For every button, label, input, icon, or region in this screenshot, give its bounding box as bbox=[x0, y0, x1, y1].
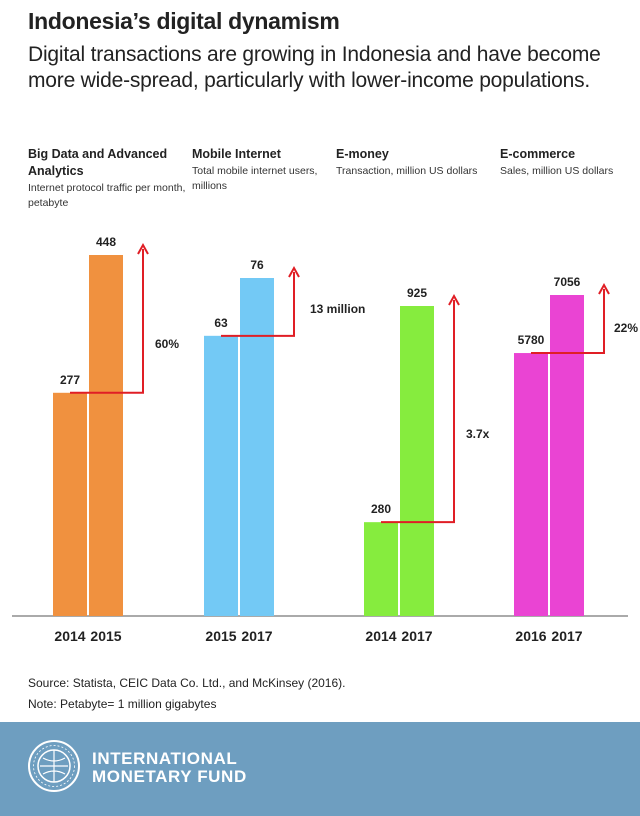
panel-title: Mobile Internet bbox=[192, 147, 281, 161]
x-tick-label: 2014 bbox=[365, 628, 396, 644]
bar bbox=[53, 392, 87, 616]
growth-arrow bbox=[381, 300, 455, 524]
data-label: 448 bbox=[96, 235, 116, 249]
growth-arrow bbox=[70, 249, 144, 394]
panel-header-e-money: E-money Transaction, million US dollars bbox=[336, 146, 496, 179]
x-tick-label: 2015 bbox=[90, 628, 121, 644]
x-tick-label: 2014 bbox=[54, 628, 85, 644]
data-label: 277 bbox=[60, 373, 80, 387]
data-label: 5780 bbox=[518, 333, 545, 347]
source-note: Source: Statista, CEIC Data Co. Ltd., an… bbox=[28, 676, 346, 690]
bar bbox=[89, 255, 123, 616]
x-tick-label: 2017 bbox=[551, 628, 582, 644]
imf-wordmark-line1: INTERNATIONAL bbox=[92, 749, 238, 768]
growth-arrow bbox=[531, 289, 605, 355]
data-label: 7056 bbox=[554, 275, 581, 289]
panel-subtitle: Internet protocol traffic per month, pet… bbox=[28, 182, 186, 209]
x-tick-label: 2015 bbox=[205, 628, 236, 644]
data-label: 925 bbox=[407, 286, 427, 300]
panel-title: E-money bbox=[336, 147, 389, 161]
growth-label: 60% bbox=[155, 337, 179, 351]
data-label: 63 bbox=[214, 316, 228, 330]
chart-subtitle: Digital transactions are growing in Indo… bbox=[28, 43, 601, 92]
panel-title: Big Data and Advanced Analytics bbox=[28, 147, 168, 178]
growth-arrowhead bbox=[448, 293, 460, 306]
bar bbox=[514, 353, 548, 616]
growth-label: 13 million bbox=[310, 302, 365, 316]
bar bbox=[204, 335, 238, 616]
bar bbox=[400, 306, 434, 616]
growth-arrowhead bbox=[598, 282, 610, 295]
growth-arrowhead bbox=[288, 265, 300, 278]
growth-arrow bbox=[221, 272, 295, 337]
bar bbox=[240, 278, 274, 616]
panel-header-e-commerce: E-commerce Sales, million US dollars bbox=[500, 146, 635, 179]
chart-title: Indonesia’s digital dynamism bbox=[28, 8, 340, 34]
data-label: 76 bbox=[250, 258, 264, 272]
panel-subtitle: Sales, million US dollars bbox=[500, 165, 614, 177]
growth-label: 22% bbox=[614, 321, 638, 335]
imf-wordmark: INTERNATIONAL MONETARY FUND bbox=[92, 750, 332, 786]
data-label: 280 bbox=[371, 502, 391, 516]
growth-arrowhead bbox=[137, 242, 149, 255]
panel-title: E-commerce bbox=[500, 147, 576, 161]
footer-banner: INTERNATIONAL MONETARY FUND bbox=[0, 722, 640, 816]
x-tick-label: 2017 bbox=[401, 628, 432, 644]
panel-header-big-data: Big Data and Advanced Analytics Internet… bbox=[28, 146, 193, 211]
growth-label: 3.7x bbox=[466, 427, 490, 441]
panel-subtitle: Transaction, million US dollars bbox=[336, 165, 478, 177]
panel-header-mobile-internet: Mobile Internet Total mobile internet us… bbox=[192, 146, 332, 194]
imf-seal-icon bbox=[28, 740, 80, 792]
x-tick-label: 2016 bbox=[515, 628, 546, 644]
panel-subtitle: Total mobile internet users, millions bbox=[192, 165, 318, 192]
imf-wordmark-line2: MONETARY FUND bbox=[92, 767, 247, 786]
bar bbox=[550, 295, 584, 616]
petabyte-note: Note: Petabyte= 1 million gigabytes bbox=[28, 697, 217, 711]
x-tick-label: 2017 bbox=[241, 628, 272, 644]
bar bbox=[364, 522, 398, 616]
